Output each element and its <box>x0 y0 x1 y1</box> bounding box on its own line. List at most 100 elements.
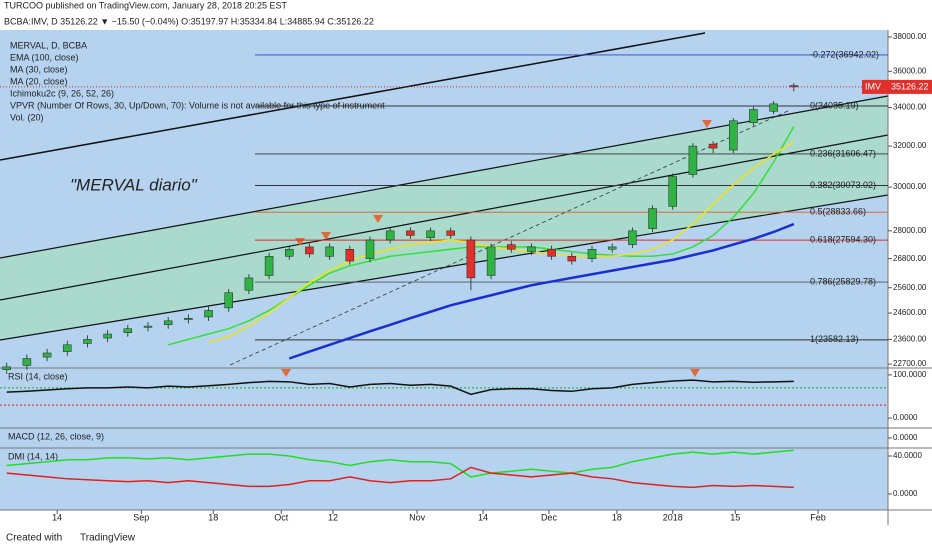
candle-body <box>163 320 173 326</box>
candle-body <box>648 208 657 229</box>
trend-line <box>0 32 706 161</box>
candle-body <box>446 230 455 236</box>
y-tick-label: 28000.00 <box>893 226 927 235</box>
y-tick-label: 25600.00 <box>893 283 927 292</box>
candle-body <box>769 103 778 112</box>
y-tick-label: 0.0000 <box>893 433 918 442</box>
pane-label: MACD (12, 26, close, 9) <box>8 431 104 441</box>
candle-body <box>547 249 556 257</box>
candle-body <box>507 244 516 250</box>
y-tick-label: 40.0000 <box>893 451 922 460</box>
x-tick-label: 15 <box>730 512 740 522</box>
candle-body <box>466 239 476 279</box>
candle-body <box>486 246 496 276</box>
pane-line <box>6 466 794 489</box>
legend-entry: Ichimoku2c (9, 26, 52, 26) <box>10 88 114 98</box>
candle-body <box>2 366 11 370</box>
fib-label: 0.618(27594.30) <box>810 234 876 244</box>
candle-body <box>285 249 294 257</box>
legend-entry: MA (30, close) <box>10 64 68 74</box>
candle-body <box>224 292 233 309</box>
candle-body <box>22 358 32 366</box>
candle-body <box>184 317 193 320</box>
fib-label: 0.382(30073.02) <box>810 180 876 190</box>
y-tick-label: 24600.00 <box>893 308 927 317</box>
x-tick-label: 2018 <box>663 512 683 522</box>
candle-body <box>406 230 415 236</box>
y-tick-label: 26800.00 <box>893 254 927 263</box>
candle-body <box>729 120 738 151</box>
trend-line <box>0 95 889 259</box>
footer-brand: TradingView <box>80 533 136 544</box>
candle-body <box>365 239 375 259</box>
x-tick-label: Sep <box>133 512 149 522</box>
candle-body <box>264 256 274 276</box>
y-tick-label: 36000.00 <box>893 66 927 75</box>
candle-body <box>628 230 637 245</box>
pane-label: DMI (14, 14) <box>8 451 58 461</box>
legend-entry: MERVAL, D, BCBA <box>10 40 87 50</box>
candle-body <box>345 249 355 262</box>
indicator-line <box>167 126 795 346</box>
candle-body <box>688 145 698 175</box>
y-tick-label: 0.0000 <box>893 489 918 498</box>
x-tick-label: 14 <box>478 512 488 522</box>
x-tick-label: Nov <box>409 512 426 522</box>
price-tag-bg <box>862 79 932 94</box>
y-tick-label: 0.0000 <box>893 413 918 422</box>
candle-body <box>527 246 536 252</box>
symbol-line: BCBA:IMV, D 35126.22 ▼ −15.50 (−0.04%) O… <box>4 16 374 26</box>
pane-line <box>6 449 794 478</box>
indicator-line <box>208 141 795 343</box>
candle-body <box>204 310 213 318</box>
candle-body <box>749 109 758 123</box>
candle-body <box>103 333 112 339</box>
candle-body <box>426 230 435 238</box>
y-tick-label: 38000.00 <box>893 32 927 41</box>
y-tick-label: 32000.00 <box>893 141 927 150</box>
pane-label: RSI (14, close) <box>8 371 68 381</box>
candle-body <box>63 344 72 352</box>
price-tag-value: 35126.22 <box>891 81 929 91</box>
candle-body <box>668 176 677 207</box>
legend-entry: VPVR (Number Of Rows, 30, Up/Down, 70): … <box>10 100 385 110</box>
legend-entry: EMA (100, close) <box>10 52 79 62</box>
pane-line <box>6 379 794 396</box>
candle-body <box>567 256 577 262</box>
candle-body <box>305 246 314 255</box>
x-tick-label: Dec <box>541 512 558 522</box>
y-tick-label: 30000.00 <box>893 182 927 191</box>
candle-body <box>325 246 334 257</box>
trend-line <box>0 194 889 341</box>
y-tick-label: 34000.00 <box>893 103 927 112</box>
fib-label: 0.786(25829.78) <box>810 276 876 286</box>
trend-line <box>0 134 889 301</box>
x-tick-label: 12 <box>328 512 338 522</box>
y-tick-label: 22700.00 <box>893 359 927 368</box>
candle-body <box>42 352 52 358</box>
candle-body <box>83 339 92 344</box>
fib-label: 0.236(31606.47) <box>810 148 876 158</box>
x-tick-label: Feb <box>810 512 826 522</box>
x-tick-label: 18 <box>208 512 218 522</box>
fib-label: 1(23582.13) <box>810 334 859 344</box>
legend-entry: Vol. (20) <box>10 112 44 122</box>
y-tick-label: 100.0000 <box>893 370 927 379</box>
legend-entry: MA (20, close) <box>10 76 68 86</box>
axis-panel <box>888 30 932 525</box>
y-tick-label: 23600.00 <box>893 334 927 343</box>
x-tick-label: 14 <box>52 512 62 522</box>
candle-body <box>789 85 799 88</box>
annotation: "MERVAL diario" <box>70 175 198 194</box>
x-tick-label: 18 <box>612 512 622 522</box>
indicator-line <box>288 222 795 360</box>
candle-body <box>708 143 718 149</box>
fib-label: 0(34085.19) <box>810 100 859 110</box>
candle-body <box>385 230 395 241</box>
fib-label: -0.272(36942.02) <box>810 49 879 59</box>
price-tag-symbol: IMV <box>865 81 881 91</box>
publisher: TURCOO published on TradingView.com, Jan… <box>4 0 287 10</box>
candle-body <box>143 325 153 328</box>
candle-body <box>587 249 597 259</box>
